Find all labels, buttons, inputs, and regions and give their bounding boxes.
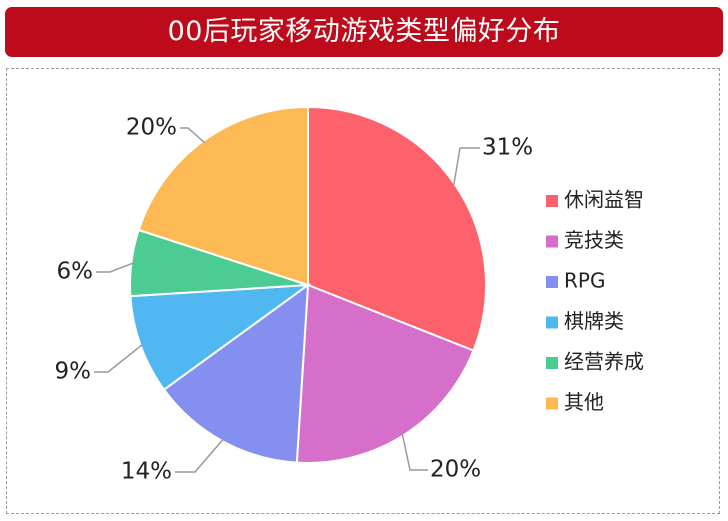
legend-label: RPG [564,269,605,293]
chart-title: 00后玩家移动游戏类型偏好分布 [5,7,723,57]
data-label: 6% [57,259,94,285]
legend-swatch [546,397,558,410]
legend-swatch [546,195,558,207]
legend-swatch [546,357,558,369]
data-label: 20% [126,115,177,141]
leader-line [175,438,224,473]
legend-label: 棋牌类 [564,309,624,333]
legend-swatch [546,276,558,288]
legend-swatch [546,235,558,248]
data-label: 14% [121,459,172,485]
slice-1 [307,105,487,352]
data-label: 31% [482,135,533,161]
leader-line [452,147,480,187]
legend-label: 其他 [564,390,604,414]
legend-label: 经营养成 [564,350,644,374]
data-label: 9% [55,359,92,385]
leader-line [96,262,134,273]
chart-frame [6,68,720,514]
leader-line [94,344,143,373]
leader-line [401,433,428,471]
leader-line [180,127,205,144]
legend-swatch [546,316,558,329]
data-label: 20% [430,457,481,483]
legend-label: 休闲益智 [564,188,644,212]
legend-label: 竞技类 [564,228,624,252]
